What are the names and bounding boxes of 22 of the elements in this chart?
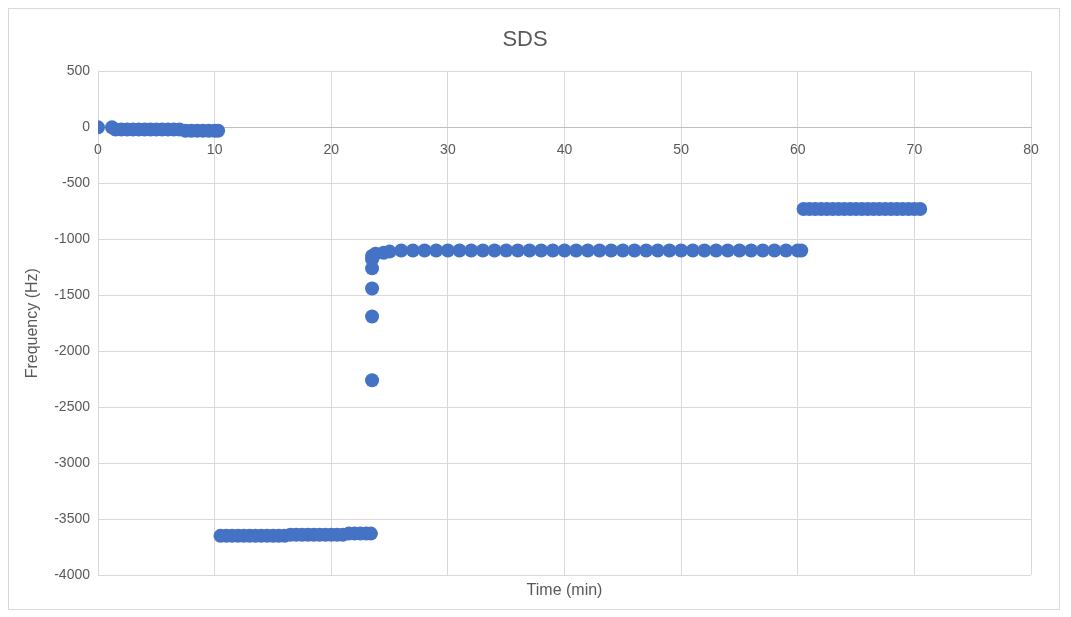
y-tick-label: -500 bbox=[61, 174, 91, 191]
x-tick-label: 80 bbox=[1023, 140, 1039, 157]
y-tick-label: 0 bbox=[82, 118, 91, 135]
y-tick-label: -1000 bbox=[54, 230, 91, 247]
y-tick-label: -2000 bbox=[54, 342, 91, 359]
x-tick-label: 10 bbox=[206, 140, 223, 157]
x-tick-label: 20 bbox=[323, 140, 340, 157]
x-tick-label: 30 bbox=[440, 140, 456, 157]
y-tick-label: 500 bbox=[66, 62, 91, 79]
x-tick-label: 0 bbox=[94, 140, 103, 157]
y-axis-title: Frequency (Hz) bbox=[23, 268, 41, 379]
x-tick-label: 40 bbox=[556, 140, 573, 157]
x-tick-label: 50 bbox=[673, 140, 690, 157]
y-tick-label: -4000 bbox=[54, 565, 91, 582]
chart-title: SDS bbox=[502, 26, 548, 52]
y-tick-label: -1500 bbox=[54, 286, 91, 303]
y-tick-label: -3000 bbox=[54, 453, 91, 470]
y-tick-label: -3500 bbox=[54, 509, 91, 526]
x-axis-title: Time (min) bbox=[526, 581, 603, 599]
x-tick-label: 70 bbox=[906, 140, 923, 157]
x-tick-label: 60 bbox=[789, 140, 806, 157]
y-tick-label: -2500 bbox=[54, 397, 91, 414]
